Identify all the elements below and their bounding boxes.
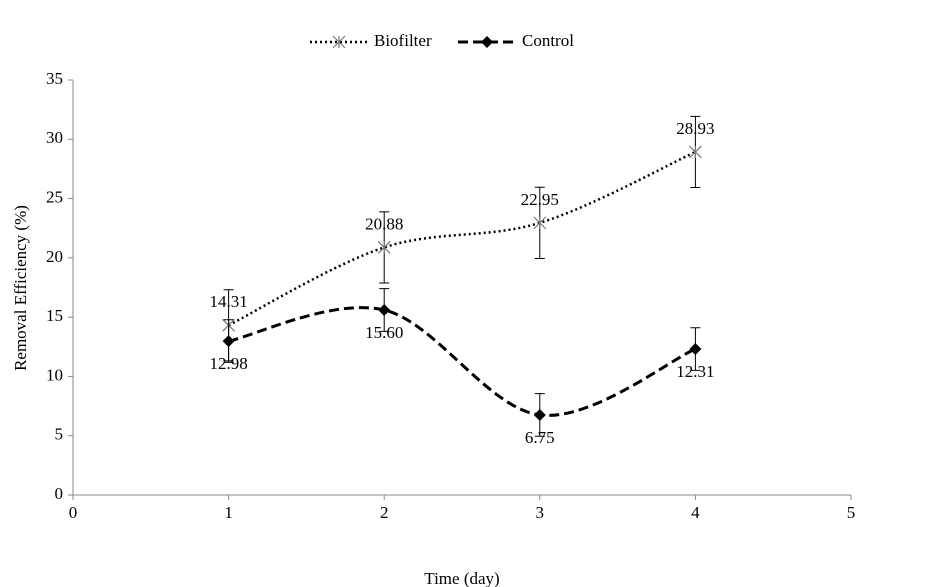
data-point: [533, 408, 546, 421]
data-point: [689, 343, 702, 356]
data-point: [378, 304, 391, 317]
series-line: [228, 150, 696, 327]
data-label: 12.98: [209, 354, 247, 373]
x-tick-label: 1: [224, 503, 233, 522]
legend-marker: [481, 36, 493, 48]
data-point: [222, 335, 235, 348]
data-label: 15.60: [365, 323, 403, 342]
x-tick-label: 2: [380, 503, 389, 522]
y-tick-label: 35: [46, 69, 63, 88]
x-axis-label: Time (day): [424, 569, 499, 587]
legend-label: Control: [522, 31, 574, 50]
y-tick-label: 10: [46, 365, 63, 384]
y-tick-label: 0: [55, 484, 64, 503]
x-tick-label: 3: [536, 503, 545, 522]
y-tick-label: 15: [46, 306, 63, 325]
x-tick-label: 4: [691, 503, 700, 522]
series-line: [228, 306, 696, 417]
data-point: [377, 240, 391, 254]
data-label: 20.88: [365, 214, 403, 233]
y-tick-label: 25: [46, 187, 63, 206]
data-label: 6.75: [525, 428, 555, 447]
data-label: 12.31: [676, 362, 714, 381]
data-point: [533, 216, 547, 230]
y-tick-label: 20: [46, 247, 63, 266]
legend-label: Biofilter: [374, 31, 432, 50]
x-tick-label: 5: [847, 503, 856, 522]
legend-marker: [332, 35, 346, 49]
data-label: 14.31: [209, 292, 247, 311]
data-label: 28.93: [676, 119, 714, 138]
y-axis-label: Removal Efficiency (%): [11, 205, 30, 371]
data-label: 22.95: [521, 190, 559, 209]
x-tick-label: 0: [69, 503, 78, 522]
data-point: [688, 145, 702, 159]
y-tick-label: 30: [46, 128, 63, 147]
y-tick-label: 5: [55, 425, 64, 444]
